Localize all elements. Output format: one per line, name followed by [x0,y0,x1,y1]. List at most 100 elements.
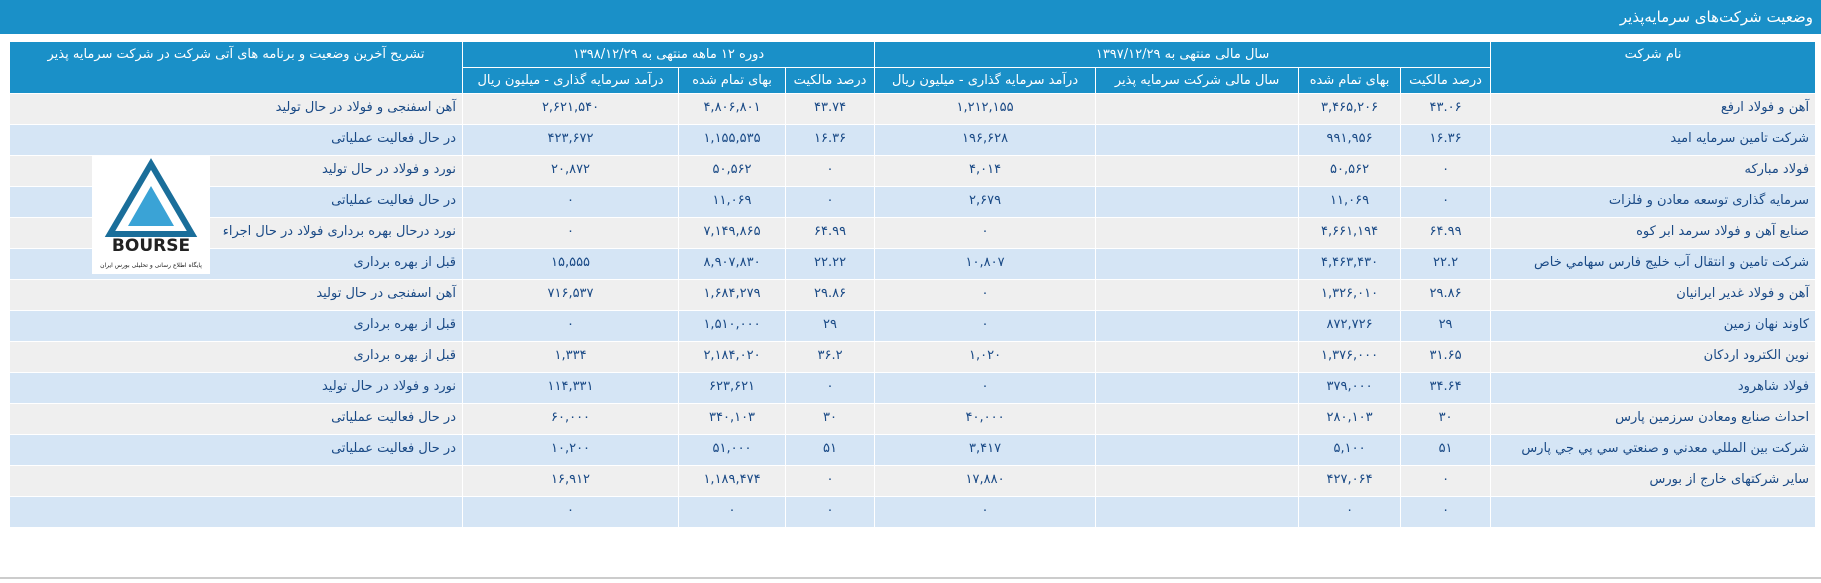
table-cell: ۴,۶۶۱,۱۹۴ [1298,217,1402,249]
table-cell: احداث صنایع ومعادن سرزمین پارس [1490,403,1817,435]
table-cell: آهن اسفنجی در حال تولید [9,279,463,311]
table-cell: ۵۱ [1400,434,1492,466]
table-row: سایر شرکتهای خارج از بورس ۰ ۴۲۷,۰۶۴ ۱۷,۸۸۰ ۰… [9,465,1817,497]
table-cell [1095,279,1300,311]
logo-text: BOURSE [112,236,190,256]
table-cell: ۲۹ [1400,310,1492,342]
table-cell: ۳۶.۲ [785,341,876,373]
table-cell: صنایع آهن و فولاد سرمد ابر کوه [1490,217,1817,249]
table-cell [9,465,463,497]
table-cell: ۳۴۰,۱۰۳ [678,403,787,435]
logo-triangle [104,158,198,237]
header-cell: بهای تمام شده [1298,67,1402,94]
table-cell: نورد و فولاد در حال تولید [9,372,463,404]
table-cell: سایر شرکتهای خارج از بورس [1490,465,1817,497]
table-row: فولاد مبارکه ۰ ۵۰,۵۶۲ ۴,۰۱۴ ۰ ۵۰,۵۶۲ ۲۰,۸۷۲ نور… [9,155,1817,187]
table-cell: ۲۲.۲۲ [785,248,876,280]
table-cell: ۴۲۳,۶۷۲ [461,124,680,156]
table-cell [9,496,463,528]
table-cell: ۵۱,۰۰۰ [678,434,787,466]
table-cell: ۲۹.۸۶ [1400,279,1492,311]
table-cell: ۰ [874,310,1097,342]
table-cell: شرکت بین المللي معدني و صنعتي سي پي جي پ… [1490,434,1817,466]
table-cell: ۱۶.۳۶ [1400,124,1492,156]
logo: BOURSE پایگاه اطلاع رسانی و تحلیلی بورس … [92,156,210,274]
table-body: آهن و فولاد ارفع ۴۳.۰۶ ۳,۴۶۵,۲۰۶ ۱,۲۱۲,۱۵۵ ۴… [9,93,1817,528]
table-cell: ۲۹ [785,310,876,342]
table-cell: شرکت تامین و انتقال آب خلیج فارس سهامي خ… [1490,248,1817,280]
table-row: سرمایه گذاری توسعه معادن و فلزات ۰ ۱۱,۰۶۹ ۲… [9,186,1817,218]
header-cell: تشریح آخرین وضعیت و برنامه های آتی شرکت … [9,41,463,94]
table-cell: ۱۶,۹۱۲ [461,465,680,497]
table-cell [1095,217,1300,249]
table-cell: آهن و فولاد ارفع [1490,93,1817,125]
table-cell: ۱۱,۰۶۹ [1298,186,1402,218]
table-cell: ۰ [461,496,680,528]
header-cell: بهای تمام شده [678,67,787,94]
table-cell: ۰ [874,279,1097,311]
table-row: احداث صنایع ومعادن سرزمین پارس ۳۰ ۲۸۰,۱۰۳ ۴… [9,403,1817,435]
table-cell: نورد درحال بهره برداری فولاد در حال اجرا… [9,217,463,249]
table-cell: ۰ [874,372,1097,404]
table-cell: ۸۷۲,۷۲۶ [1298,310,1402,342]
table-row: صنایع آهن و فولاد سرمد ابر کوه ۶۴.۹۹ ۴,۶۶۱… [9,217,1817,249]
table-cell: ۳۷۹,۰۰۰ [1298,372,1402,404]
logo-caption: پایگاه اطلاع رسانی و تحلیلی بورس ایران [100,261,202,269]
table-cell: ۵۰,۵۶۲ [678,155,787,187]
table-cell: فولاد شاهرود [1490,372,1817,404]
table-row: آهن و فولاد ارفع ۴۳.۰۶ ۳,۴۶۵,۲۰۶ ۱,۲۱۲,۱۵۵ ۴… [9,93,1817,125]
table-cell: ۱۱,۰۶۹ [678,186,787,218]
table-cell: ۲۲.۲ [1400,248,1492,280]
table-cell: ۰ [461,217,680,249]
table-cell: ۳۱.۶۵ [1400,341,1492,373]
table-cell: ۰ [461,310,680,342]
table-cell: ۵۰,۵۶۲ [1298,155,1402,187]
table-cell: در حال فعالیت عملیاتی [9,434,463,466]
table-cell: ۰ [874,496,1097,528]
table-cell: قبل از بهره برداری [9,248,463,280]
table-cell: در حال فعالیت عملیاتی [9,124,463,156]
table-cell [1095,93,1300,125]
table-cell: ۰ [1400,496,1492,528]
table-cell: ۰ [1400,155,1492,187]
table-cell: ۱,۶۸۴,۲۷۹ [678,279,787,311]
table-cell: ۴,۸۰۶,۸۰۱ [678,93,787,125]
table-cell: آهن اسفنجی و فولاد در حال تولید [9,93,463,125]
table-cell: ۱,۲۱۲,۱۵۵ [874,93,1097,125]
table-cell: ۱,۱۵۵,۵۳۵ [678,124,787,156]
table-cell: ۱۰,۲۰۰ [461,434,680,466]
header-cell: دوره ۱۲ ماهه منتهی به ۱۳۹۸/۱۲/۲۹ [461,41,876,68]
table-cell: ۶۰,۰۰۰ [461,403,680,435]
table-cell: ۱,۱۸۹,۴۷۴ [678,465,787,497]
table-cell: ۵,۱۰۰ [1298,434,1402,466]
table-cell: ۰ [785,465,876,497]
table-cell [1095,155,1300,187]
table-cell: ۳,۴۶۵,۲۰۶ [1298,93,1402,125]
logo-triangle [128,186,174,226]
table-cell: ۰ [785,155,876,187]
table-cell [1095,434,1300,466]
table-cell: ۱,۳۲۶,۰۱۰ [1298,279,1402,311]
header-cell: درصد مالکیت [785,67,876,94]
table-row: فولاد شاهرود ۳۴.۶۴ ۳۷۹,۰۰۰ ۰ ۰ ۶۲۳,۶۲۱ ۱۱۴,۳۳۱… [9,372,1817,404]
table-cell: ۶۲۳,۶۲۱ [678,372,787,404]
table-cell: ۶۴.۹۹ [1400,217,1492,249]
table-cell: ۲۸۰,۱۰۳ [1298,403,1402,435]
divider [0,577,1821,579]
table-cell: ۱۹۶,۶۲۸ [874,124,1097,156]
table-cell: ۰ [785,372,876,404]
table-cell: ۲۰,۸۷۲ [461,155,680,187]
header-cell: درآمد سرمایه گذاری - میلیون ریال [461,67,680,94]
table-cell: ۳۰ [785,403,876,435]
table-cell: نوین الکترود اردکان [1490,341,1817,373]
table-cell: ۱,۰۲۰ [874,341,1097,373]
table-cell [1095,341,1300,373]
table-cell [1095,310,1300,342]
table-cell: ۴۳.۷۴ [785,93,876,125]
table-cell: ۸,۹۰۷,۸۳۰ [678,248,787,280]
header-cell: درآمد سرمایه گذاری - میلیون ریال [874,67,1097,94]
table-row: شرکت بین المللي معدني و صنعتي سي پي جي پ… [9,434,1817,466]
table-cell: ۰ [1298,496,1402,528]
table-cell: قبل از بهره برداری [9,310,463,342]
